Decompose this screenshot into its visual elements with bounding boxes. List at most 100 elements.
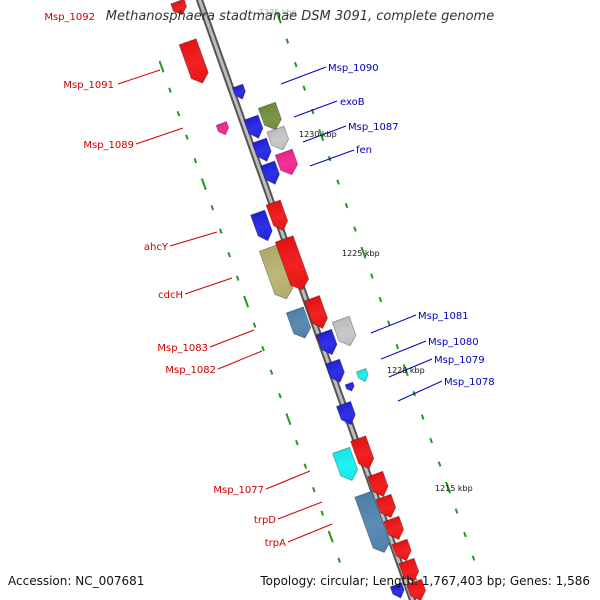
gene-msp-1085-shade — [275, 149, 298, 175]
accession-info: Accession: NC_007681 — [8, 574, 144, 588]
gene-trpa-b — [391, 538, 412, 562]
leader-msp-1083 — [209, 329, 255, 348]
leader-cdch — [184, 277, 233, 295]
genes-label: Genes: — [509, 574, 552, 588]
inner-scale-tick — [353, 226, 357, 232]
gene-label-msp-1082[interactable]: Msp_1082 — [165, 365, 216, 376]
gene-msp-1083-b-shade — [304, 295, 328, 329]
gene-msp-1077-a-shade — [332, 447, 358, 481]
gene-trpd-b-shade — [375, 494, 396, 518]
gene-exob-shade — [244, 115, 263, 139]
gene-label-trpa[interactable]: trpA — [265, 538, 286, 549]
gene-cdch-shade — [275, 235, 309, 290]
leader-msp-1080 — [380, 340, 427, 360]
gene-trpb — [405, 578, 427, 600]
gene-ahcy — [265, 199, 289, 232]
accession-label: Accession: — [8, 574, 72, 588]
gene-msp-1087-shade — [258, 102, 282, 130]
outer-scale-tick — [269, 369, 274, 375]
gene-msp-1077 — [350, 435, 375, 470]
gene-trpa-b-shade — [392, 539, 412, 561]
gene-label-msp-1091[interactable]: Msp_1091 — [63, 80, 114, 91]
gene-msp-1092-shade — [170, 0, 187, 15]
gene-label-msp-1079[interactable]: Msp_1079 — [434, 355, 485, 366]
gene-label-exob[interactable]: exoB — [340, 97, 365, 108]
gene-label-msp-1083[interactable]: Msp_1083 — [157, 343, 208, 354]
leader-msp-1077 — [265, 470, 311, 490]
gene-label-msp-1078[interactable]: Msp_1078 — [444, 377, 495, 388]
gene-fen-a — [266, 125, 290, 151]
inner-scale-tick — [293, 61, 298, 68]
gene-trpd-shade — [367, 471, 389, 497]
gene-trpa — [383, 515, 405, 541]
gene-trpd-b — [375, 493, 397, 519]
gene-features — [170, 0, 427, 600]
gene-trp-bottom-shade — [390, 582, 405, 598]
gene-label-msp-1087[interactable]: Msp_1087 — [348, 122, 399, 133]
gene-label-msp-1092[interactable]: Msp_1092 — [44, 12, 95, 23]
outer-scale-tick — [176, 110, 181, 117]
gene-msp-1085 — [274, 148, 299, 176]
outer-scale-tick — [227, 251, 231, 258]
gene-ahcy-shade — [266, 199, 288, 231]
gene-msp-1077-a — [332, 446, 359, 481]
outer-scale-tick — [193, 157, 198, 164]
gene-trp-bottom — [389, 582, 405, 599]
gene-trpb-shade — [406, 579, 426, 600]
gene-trpc — [398, 557, 420, 583]
leader-msp-1087 — [302, 125, 347, 143]
outer-scale-tick — [200, 178, 207, 191]
leader-msp-1078 — [397, 380, 443, 402]
gene-label-fen[interactable]: fen — [356, 145, 372, 156]
outer-scale-tick — [278, 392, 282, 399]
gene-msp-1080 — [324, 358, 345, 383]
gene-msp-1089-a — [215, 121, 230, 136]
outer-scale-tick — [337, 557, 341, 563]
gene-label-msp-1080[interactable]: Msp_1080 — [428, 337, 479, 348]
genes-value: 1,586 — [555, 574, 590, 588]
outer-scale-tick — [168, 87, 172, 93]
gene-msp-1092 — [170, 0, 188, 16]
outer-scale-tick — [243, 295, 250, 308]
gene-label-msp-1089[interactable]: Msp_1089 — [83, 140, 134, 151]
gene-label-cdch[interactable]: cdcH — [158, 290, 183, 301]
outer-scale-tick — [327, 530, 334, 543]
gene-label-msp-1090[interactable]: Msp_1090 — [328, 63, 379, 74]
gene-msp-1089-a-shade — [216, 121, 229, 135]
gene-label-msp-1077[interactable]: Msp_1077 — [213, 485, 264, 496]
scale-label-1220: 1220 kbp — [387, 366, 425, 375]
gene-label-msp-1081[interactable]: Msp_1081 — [418, 311, 469, 322]
leader-msp-1089 — [135, 127, 184, 145]
gene-cdch-a-shade — [259, 244, 293, 299]
scale-label-1215: 1215 kbp — [435, 484, 473, 493]
gene-fen-a-shade — [266, 126, 289, 150]
gene-trpa-shade — [383, 516, 404, 540]
leader-msp-1079 — [388, 358, 433, 378]
leader-trpd — [277, 501, 323, 520]
leader-ahcy — [169, 231, 218, 247]
topology-label: Topology: — [260, 574, 317, 588]
inner-scale-tick — [429, 437, 433, 444]
inner-scale-tick — [387, 320, 391, 326]
inner-scale-tick — [378, 296, 383, 303]
outer-scale-tick — [261, 345, 265, 352]
inner-scale-tick — [420, 414, 425, 420]
gene-msp-1090 — [231, 83, 246, 100]
inner-scale-tick — [360, 246, 367, 259]
inner-scale-tick — [395, 343, 400, 350]
inner-scale-tick — [336, 179, 340, 185]
gene-msp-1086-shade — [260, 161, 280, 185]
outer-scale-tick — [218, 228, 223, 234]
inner-scale-tick — [437, 461, 442, 467]
accession-value: NC_007681 — [75, 574, 145, 588]
gene-msp-1078 — [335, 400, 356, 426]
gene-trpc-shade — [398, 558, 419, 582]
gene-trpd-a-shade — [354, 491, 391, 553]
inner-scale-tick — [471, 555, 476, 561]
gene-label-ahcy[interactable]: ahcY — [144, 242, 169, 253]
topology-value: circular — [320, 574, 365, 588]
gene-label-trpd[interactable]: trpD — [254, 515, 276, 526]
map-title: Methanosphaera stadtmanae DSM 3091, comp… — [105, 9, 495, 24]
gene-exob — [243, 114, 264, 139]
gene-msp-1081-shade — [316, 329, 337, 355]
